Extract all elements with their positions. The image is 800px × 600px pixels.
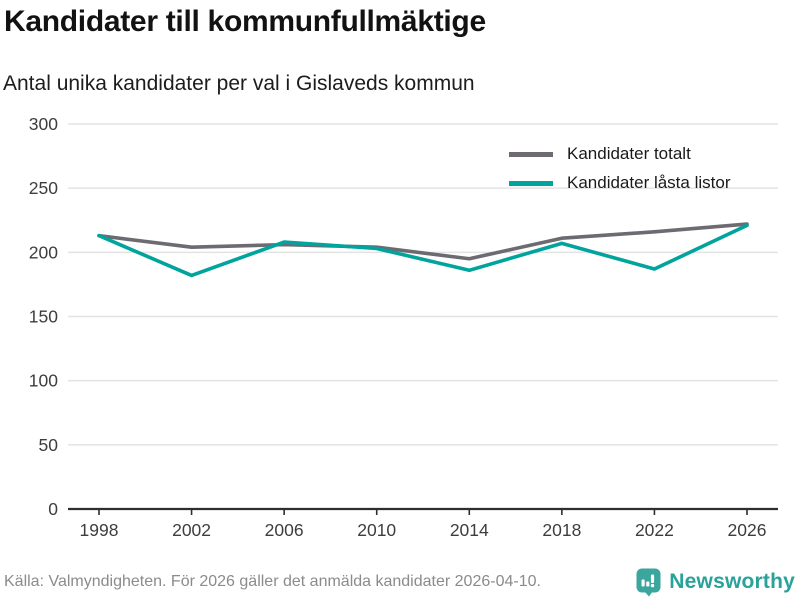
y-tick-label-50: 50 <box>39 435 59 455</box>
source-note: Källa: Valmyndigheten. För 2026 gäller d… <box>4 573 541 590</box>
x-tick-label-1998: 1998 <box>80 520 119 540</box>
newsworthy-logo: Newsworthy <box>636 568 795 597</box>
y-tick-label-200: 200 <box>29 242 58 262</box>
x-tick-label-2022: 2022 <box>635 520 674 540</box>
newsworthy-wordmark: Newsworthy <box>669 570 795 593</box>
series-line-0 <box>97 222 749 261</box>
y-tick-label-300: 300 <box>29 114 58 134</box>
legend-swatch-locked <box>509 180 553 186</box>
x-tick-label-2010: 2010 <box>357 520 396 540</box>
chart-legend: Kandidater totalt Kandidater låsta listo… <box>509 144 730 193</box>
series-line-1 <box>97 223 749 278</box>
page-title: Kandidater till kommunfullmäktige <box>4 5 486 38</box>
line-chart: 0 50 100 150 200 250 300 1998 2002 2006 2010 2014 20… <box>0 110 800 560</box>
x-tick-label-2002: 2002 <box>172 520 211 540</box>
y-tick-label-100: 100 <box>29 371 58 391</box>
x-tick-label-2014: 2014 <box>450 520 489 540</box>
y-tick-label-0: 0 <box>48 499 58 519</box>
x-tick-label-2006: 2006 <box>265 520 304 540</box>
legend-label-total: Kandidater totalt <box>567 144 691 163</box>
x-tick-label-2026: 2026 <box>728 520 767 540</box>
footer: Källa: Valmyndigheten. För 2026 gäller d… <box>0 564 800 600</box>
legend-swatch-total <box>509 151 553 157</box>
page-subtitle: Antal unika kandidater per val i Gislave… <box>3 72 475 95</box>
newsworthy-bars-icon <box>636 568 661 596</box>
x-tick-label-2018: 2018 <box>542 520 581 540</box>
line-chart-canvas: 0 50 100 150 200 250 300 1998 2002 2006 2010 2014 20… <box>29 114 778 540</box>
legend-item-total: Kandidater totalt <box>509 144 730 164</box>
legend-label-locked: Kandidater låsta listor <box>567 173 731 192</box>
y-tick-label-150: 150 <box>29 307 58 327</box>
y-tick-label-250: 250 <box>29 178 58 198</box>
legend-item-locked: Kandidater låsta listor <box>509 173 730 193</box>
